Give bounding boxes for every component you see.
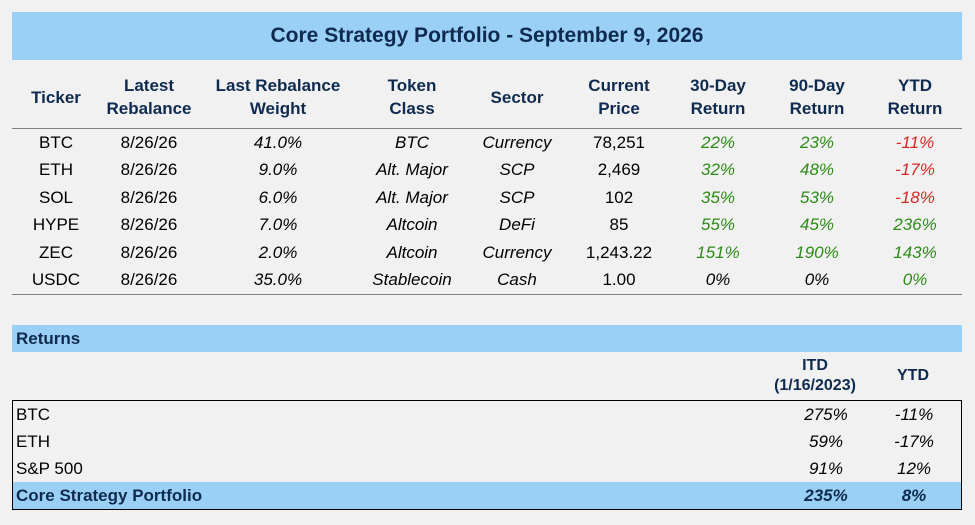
cell-ticker: BTC	[39, 132, 73, 152]
cell-token-class: Alt. Major	[376, 160, 448, 180]
cell-ticker: HYPE	[32, 215, 80, 235]
header-sector: Sector	[466, 66, 568, 129]
header-ticker: Ticker	[12, 66, 100, 129]
cell-price: 1,243.22	[585, 242, 653, 262]
table-row: BTC 8/26/26 41.0% BTC Currency 78,251 22…	[12, 129, 962, 157]
cell-90-day: 0%	[766, 266, 868, 295]
cell-sector: Currency	[482, 132, 552, 152]
returns-total-itd: 235%	[804, 485, 848, 505]
returns-row-itd: 91%	[808, 458, 844, 478]
cell-30-day: 151%	[696, 242, 740, 262]
cell-price: 102	[604, 187, 634, 207]
header-weight: Last Rebalance Weight	[198, 66, 358, 129]
cell-weight: 9.0%	[258, 160, 298, 180]
cell-30-day: 32%	[700, 160, 736, 180]
cell-90-day: 45%	[799, 215, 835, 235]
cell-weight: 41.0%	[253, 132, 303, 152]
cell-ytd: -17%	[895, 160, 935, 180]
returns-row-label: ETH	[16, 431, 50, 451]
header-token-class: Token Class	[358, 66, 466, 129]
cell-sector: Currency	[482, 242, 552, 262]
cell-30-day: 22%	[700, 132, 736, 152]
cell-weight: 35.0%	[198, 266, 358, 295]
cell-30-day: 55%	[700, 215, 736, 235]
table-row: HYPE 8/26/26 7.0% Altcoin DeFi 85 55% 45…	[12, 212, 962, 240]
cell-sector: SCP	[499, 160, 535, 180]
cell-rebalance: 8/26/26	[120, 187, 178, 207]
cell-90-day: 190%	[795, 242, 839, 262]
returns-row-ytd: -17%	[894, 431, 934, 451]
returns-row-label: S&P 500	[16, 458, 83, 478]
cell-30-day: 0%	[670, 266, 766, 295]
table-row: USDC 8/26/26 35.0% Stablecoin Cash 1.00 …	[12, 266, 962, 295]
returns-row-ytd: -11%	[894, 404, 934, 424]
returns-row: ETH 59% -17%	[13, 428, 961, 455]
cell-price: 2,469	[597, 160, 641, 180]
cell-ticker: USDC	[12, 266, 100, 295]
returns-total-ytd: 8%	[901, 485, 927, 505]
cell-price: 85	[609, 215, 629, 235]
returns-itd-header: ITD (1/16/2023)	[774, 357, 856, 394]
cell-30-day: 35%	[700, 187, 736, 207]
cell-ticker: SOL	[38, 187, 74, 207]
cell-ticker: ZEC	[39, 242, 73, 262]
returns-row-itd: 275%	[804, 404, 848, 424]
returns-ytd-header: YTD	[897, 367, 929, 384]
table-row: SOL 8/26/26 6.0% Alt. Major SCP 102 35% …	[12, 184, 962, 212]
header-latest-rebalance: Latest Rebalance	[100, 66, 198, 129]
cell-ticker: ETH	[39, 160, 73, 180]
cell-token-class: Alt. Major	[376, 187, 448, 207]
cell-ytd: -11%	[895, 132, 935, 152]
cell-ytd: -18%	[895, 187, 935, 207]
cell-price: 1.00	[568, 266, 670, 295]
cell-token-class: Stablecoin	[358, 266, 466, 295]
cell-sector: Cash	[466, 266, 568, 295]
cell-weight: 7.0%	[258, 215, 298, 235]
returns-table: BTC 275% -11% ETH 59% -17% S&P 500 91% 1…	[12, 400, 962, 510]
cell-rebalance: 8/26/26	[120, 242, 178, 262]
returns-section-heading: Returns	[12, 325, 962, 352]
header-30-day-return: 30-Day Return	[670, 66, 766, 129]
cell-90-day: 53%	[799, 187, 835, 207]
returns-total-label: Core Strategy Portfolio	[16, 485, 203, 505]
cell-token-class: Altcoin	[386, 242, 438, 262]
cell-sector: DeFi	[499, 215, 535, 235]
returns-row-itd: 59%	[808, 431, 844, 451]
cell-token-class: BTC	[395, 132, 429, 152]
cell-token-class: Altcoin	[386, 215, 438, 235]
returns-row: S&P 500 91% 12%	[13, 455, 961, 482]
cell-rebalance: 8/26/26	[120, 215, 178, 235]
returns-row-ytd: 12%	[896, 458, 932, 478]
cell-weight: 6.0%	[258, 187, 298, 207]
cell-ytd: 143%	[893, 242, 937, 262]
cell-rebalance: 8/26/26	[120, 160, 178, 180]
table-row: ETH 8/26/26 9.0% Alt. Major SCP 2,469 32…	[12, 157, 962, 185]
cell-rebalance: 8/26/26	[120, 132, 178, 152]
cell-weight: 2.0%	[258, 242, 298, 262]
cell-ytd: 236%	[893, 215, 937, 235]
cell-ytd: 0%	[868, 266, 962, 295]
holdings-header-row: Ticker Latest Rebalance Last Rebalance Wei…	[12, 66, 962, 129]
returns-row: BTC 275% -11%	[13, 401, 961, 428]
cell-price: 78,251	[593, 132, 645, 152]
table-row: ZEC 8/26/26 2.0% Altcoin Currency 1,243.…	[12, 239, 962, 267]
report-title: Core Strategy Portfolio - September 9, 2…	[12, 12, 962, 60]
cell-rebalance: 8/26/26	[100, 266, 198, 295]
cell-sector: SCP	[499, 187, 535, 207]
cell-90-day: 23%	[799, 132, 835, 152]
holdings-table: Ticker Latest Rebalance Last Rebalance Wei…	[12, 66, 962, 295]
returns-total-row: Core Strategy Portfolio 235% 8%	[13, 482, 961, 509]
header-ytd-return: YTD Return	[868, 66, 962, 129]
cell-90-day: 48%	[799, 160, 835, 180]
header-90-day-return: 90-Day Return	[766, 66, 868, 129]
returns-row-label: BTC	[16, 404, 50, 424]
header-current-price: Current Price	[568, 66, 670, 129]
